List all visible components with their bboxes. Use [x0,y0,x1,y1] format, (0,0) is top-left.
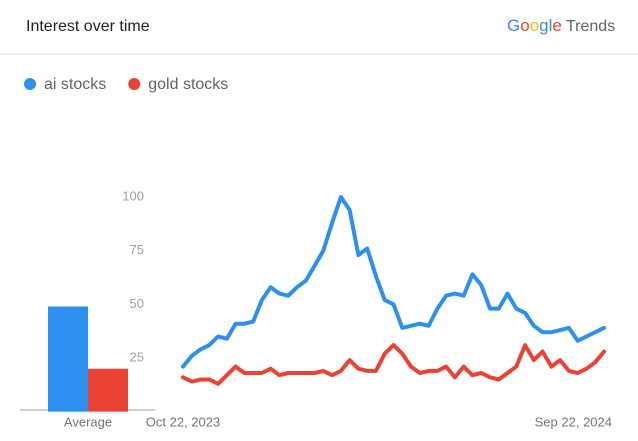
legend-label: gold stocks [148,76,228,93]
average-bar [48,306,88,412]
y-tick-label: 25 [130,349,144,364]
y-tick-label: 75 [130,242,144,257]
chart-title: Interest over time [26,18,150,35]
legend-label: ai stocks [44,76,106,93]
y-tick-label: 50 [130,296,144,311]
x-tick-label: Sep 22, 2024 [535,414,612,429]
legend-marker [128,78,141,90]
y-tick-label: 100 [122,188,144,203]
series-line [181,343,606,386]
series-line [181,195,606,369]
brand-product: Trends [566,18,615,35]
legend-marker [24,78,36,90]
x-tick-label: Oct 22, 2023 [146,414,220,429]
brand-logo: Google [507,16,562,35]
average-bar [88,368,128,412]
average-label: Average [64,414,112,429]
